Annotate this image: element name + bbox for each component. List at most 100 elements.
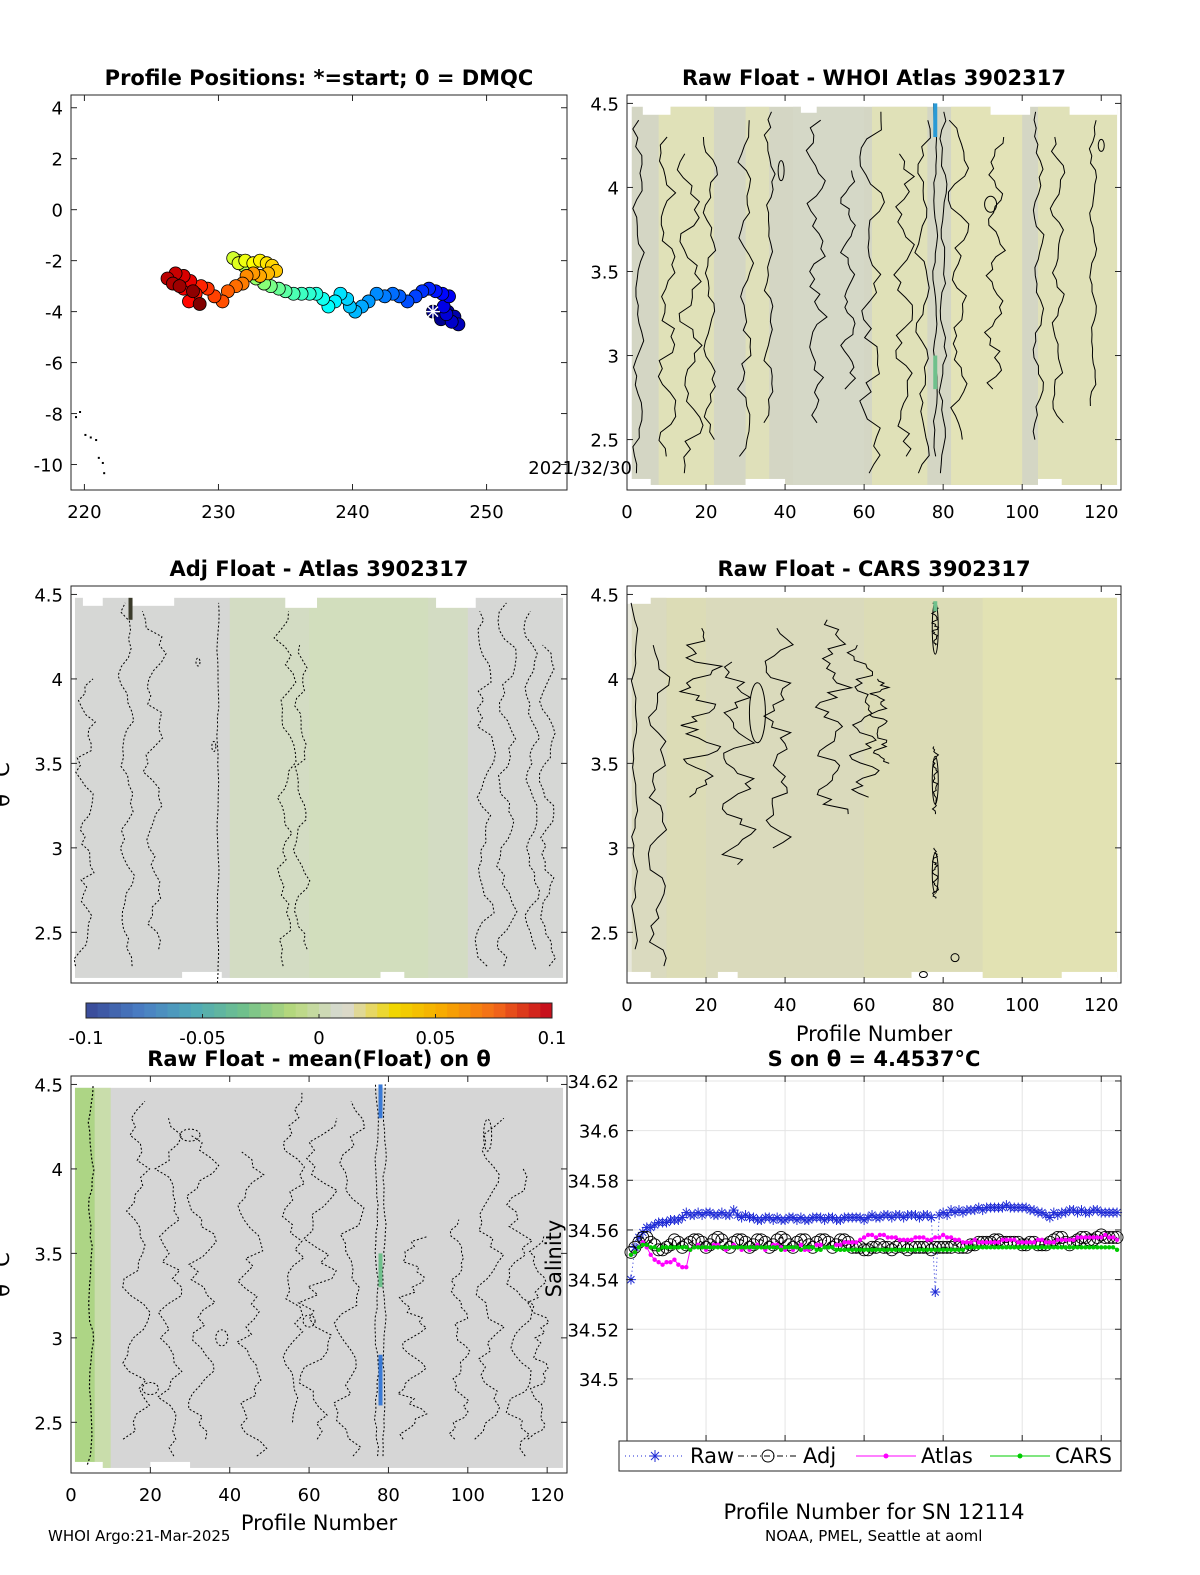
y-tick-label: 3 bbox=[608, 347, 619, 368]
cars-point bbox=[976, 1245, 981, 1250]
x-axis-label: Profile Number bbox=[796, 1022, 953, 1046]
y-tick-label: 3.5 bbox=[34, 754, 63, 775]
atlas-point bbox=[933, 1235, 938, 1240]
contour-line bbox=[814, 619, 854, 815]
heatmap-field bbox=[71, 1084, 564, 1473]
atlas-point bbox=[992, 1240, 997, 1245]
cars-point bbox=[857, 1247, 863, 1253]
cars-point bbox=[636, 1245, 642, 1250]
missing-data-gap bbox=[800, 95, 817, 113]
cars-point bbox=[656, 1247, 661, 1253]
x-tick-label: 60 bbox=[853, 502, 876, 523]
y-tick-label: -4 bbox=[45, 303, 63, 324]
y-tick-label: 2.5 bbox=[590, 923, 619, 944]
panel-title: Adj Float - Atlas 3902317 bbox=[169, 557, 468, 581]
atlas-point bbox=[1079, 1235, 1084, 1240]
axes-frame bbox=[626, 585, 1122, 984]
cars-point bbox=[810, 1245, 815, 1250]
colorbar-swatch bbox=[144, 1003, 157, 1018]
missing-data-gap bbox=[990, 95, 1031, 115]
missing-data-gap bbox=[1069, 95, 1118, 115]
colorbar-swatch bbox=[365, 1003, 378, 1018]
colorbar-swatch bbox=[528, 1003, 541, 1018]
y-tick-label: 2.5 bbox=[34, 923, 63, 944]
cars-point bbox=[763, 1245, 768, 1250]
legend-marker bbox=[1017, 1453, 1023, 1459]
cars-point bbox=[913, 1247, 918, 1253]
cars-point bbox=[676, 1245, 681, 1250]
raw-point bbox=[882, 1210, 893, 1221]
cars-point bbox=[885, 1247, 891, 1253]
colorbar-swatch bbox=[167, 1003, 180, 1018]
heatmap-cell bbox=[745, 106, 770, 485]
x-tick-label: 0 bbox=[621, 502, 632, 523]
heatmap-cell bbox=[378, 1084, 383, 1119]
raw-point bbox=[886, 1212, 897, 1223]
contour-line bbox=[932, 103, 939, 457]
cars-point bbox=[830, 1245, 835, 1250]
contour-line bbox=[292, 645, 311, 950]
x-tick-label: 40 bbox=[774, 502, 797, 523]
x-tick-label: 100 bbox=[1005, 995, 1039, 1016]
cars-point bbox=[1012, 1245, 1017, 1250]
contour-line bbox=[1088, 120, 1098, 407]
y-tick-label: 4 bbox=[52, 99, 63, 120]
raw-point bbox=[922, 1210, 933, 1221]
atlas-point bbox=[976, 1240, 981, 1245]
missing-data-gap bbox=[436, 586, 476, 608]
axes-frame bbox=[70, 585, 568, 984]
y-tick-label: 4.5 bbox=[34, 1075, 63, 1096]
contour-line bbox=[914, 120, 931, 474]
atlas-point bbox=[834, 1242, 839, 1248]
contour-line bbox=[846, 644, 880, 798]
cars-point bbox=[1059, 1245, 1064, 1250]
colorbar-swatch bbox=[400, 1003, 413, 1018]
cars-point bbox=[814, 1247, 819, 1253]
y-tick-label: 4.5 bbox=[34, 585, 63, 606]
x-tick-label: 230 bbox=[201, 502, 235, 523]
colorbar-swatch bbox=[295, 1003, 308, 1018]
y-tick-label: 4 bbox=[52, 670, 63, 691]
contour-line bbox=[216, 602, 220, 983]
x-tick-label: 80 bbox=[377, 1485, 400, 1506]
contour-line bbox=[1032, 111, 1045, 440]
missing-data-gap bbox=[182, 971, 222, 983]
atlas-point bbox=[1063, 1237, 1068, 1243]
atlas-point bbox=[1055, 1237, 1060, 1243]
atlas-point bbox=[656, 1260, 661, 1265]
cars-point bbox=[759, 1245, 764, 1250]
atlas-point bbox=[968, 1240, 974, 1245]
atlas-point bbox=[929, 1237, 934, 1243]
atlas-point bbox=[940, 1232, 946, 1238]
panel-title: S on θ = 4.4537°C bbox=[768, 1047, 981, 1071]
y-tick-label: -10 bbox=[34, 456, 63, 477]
raw-point bbox=[661, 1217, 672, 1228]
adj-point bbox=[782, 1238, 796, 1252]
contour-line bbox=[748, 682, 766, 744]
atlas-point bbox=[1047, 1240, 1053, 1245]
missing-data-gap bbox=[627, 971, 651, 983]
atlas-point bbox=[846, 1240, 851, 1245]
missing-data-gap bbox=[71, 1461, 103, 1473]
heatmap-cell bbox=[378, 1253, 383, 1288]
panel-3: 4.5 4 3.5 3 2.5 Adj Float - Atlas 3902317 θ °C bbox=[0, 557, 568, 984]
colorbar-swatch bbox=[540, 1003, 553, 1018]
heatmap-cell bbox=[982, 597, 1118, 978]
legend: Raw Adj Atlas CARS bbox=[618, 1440, 1122, 1472]
atlas-point bbox=[1102, 1232, 1108, 1238]
cars-point bbox=[818, 1247, 823, 1253]
atlas-point bbox=[1114, 1237, 1120, 1243]
y-tick-label: 4.5 bbox=[590, 585, 619, 606]
cars-point bbox=[794, 1245, 800, 1250]
contour-line bbox=[647, 644, 671, 967]
cars-point bbox=[850, 1247, 855, 1253]
cars-point bbox=[664, 1245, 669, 1250]
colorbar-tick-label: -0.05 bbox=[179, 1028, 226, 1049]
atlas-point bbox=[893, 1235, 898, 1240]
atlas-point bbox=[668, 1260, 673, 1265]
cars-point bbox=[881, 1247, 887, 1253]
atlas-point bbox=[952, 1237, 958, 1243]
colorbar-swatch bbox=[470, 1003, 483, 1018]
y-tick-label: 34.58 bbox=[567, 1171, 619, 1192]
adj-point bbox=[1039, 1238, 1053, 1252]
